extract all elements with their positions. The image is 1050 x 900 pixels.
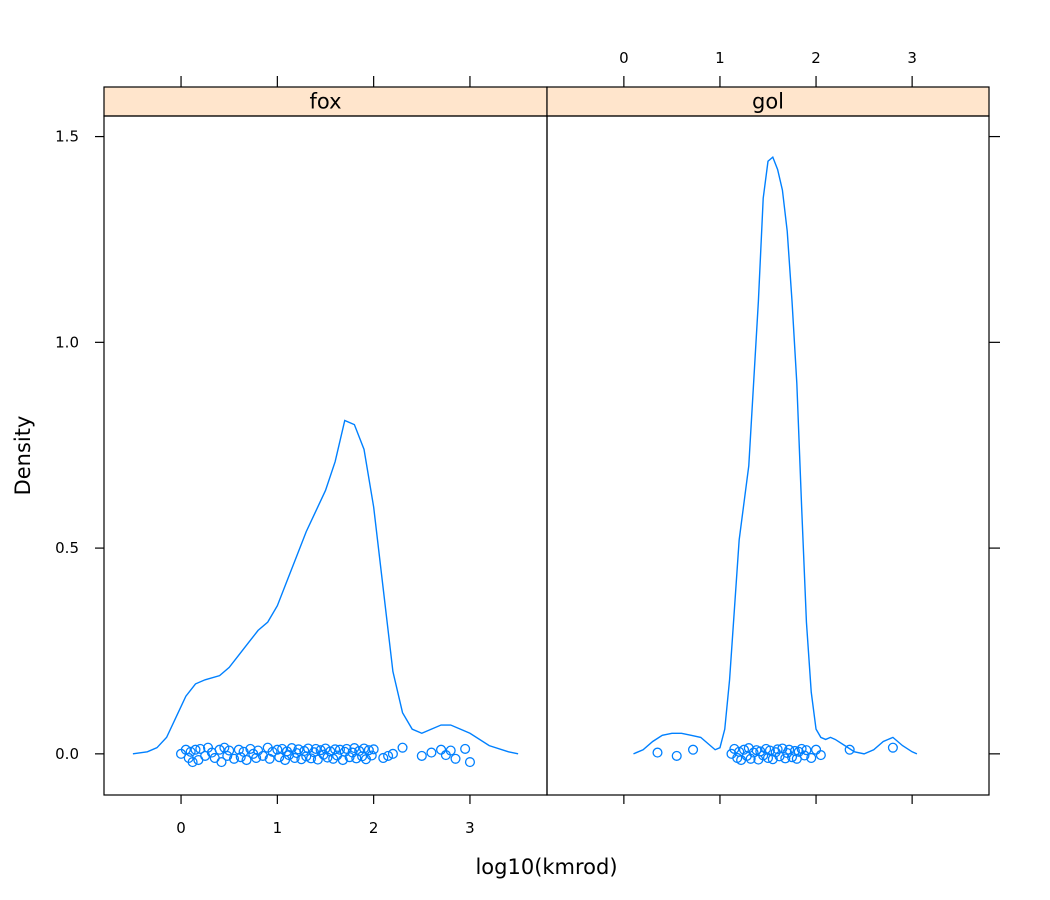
x-axis-title: log10(kmrod) xyxy=(475,855,617,879)
data-point-fox xyxy=(312,754,323,765)
data-point-gol xyxy=(758,750,769,761)
x-tick-label-top: 1 xyxy=(715,49,725,67)
data-point-fox xyxy=(245,743,256,754)
data-point-fox xyxy=(264,753,275,764)
data-point-fox xyxy=(293,744,304,755)
data-point-fox xyxy=(450,753,461,764)
data-point-gol xyxy=(671,750,682,761)
density-line-fox xyxy=(132,419,519,755)
data-point-fox xyxy=(277,743,288,754)
data-point-gol xyxy=(764,745,775,756)
data-point-fox xyxy=(363,745,374,756)
strip-gol xyxy=(546,86,990,117)
x-tick-label-bottom: 3 xyxy=(465,819,475,837)
data-point-fox xyxy=(330,744,341,755)
data-point-fox xyxy=(387,748,398,759)
data-point-fox xyxy=(426,747,437,758)
data-point-fox xyxy=(214,744,225,755)
data-point-fox xyxy=(366,750,377,761)
data-point-fox xyxy=(464,757,476,768)
strip-label-gol: gol xyxy=(752,90,784,114)
panel-fox xyxy=(103,115,548,796)
data-point-gol xyxy=(801,745,812,756)
data-point-fox xyxy=(272,744,283,755)
density-line-gol xyxy=(633,155,918,755)
x-tick-label-top: 3 xyxy=(907,49,917,67)
data-point-gol xyxy=(815,750,826,761)
data-point-gol xyxy=(687,744,699,755)
data-point-fox xyxy=(289,752,300,764)
data-point-fox xyxy=(283,750,294,761)
data-point-fox xyxy=(310,743,321,754)
x-tick-label-bottom: 1 xyxy=(273,819,283,837)
data-point-fox xyxy=(228,753,240,764)
data-point-fox xyxy=(267,746,278,757)
data-point-fox xyxy=(445,745,456,756)
data-point-fox xyxy=(190,744,201,755)
data-point-fox xyxy=(358,743,370,754)
data-point-fox xyxy=(334,744,346,755)
strip-fox xyxy=(103,86,548,117)
data-point-fox xyxy=(354,745,365,757)
data-point-fox xyxy=(251,752,262,764)
data-point-gol xyxy=(887,742,898,753)
data-point-fox xyxy=(397,742,408,753)
data-point-fox xyxy=(378,752,389,764)
data-point-gol xyxy=(796,743,807,754)
data-point-fox xyxy=(460,743,471,754)
data-point-gol xyxy=(748,747,759,758)
data-point-gol xyxy=(738,744,750,755)
data-point-fox xyxy=(195,743,206,754)
data-point-fox xyxy=(185,746,196,757)
data-point-fox xyxy=(305,753,317,764)
data-point-fox xyxy=(233,744,244,755)
data-point-gol xyxy=(652,747,663,758)
x-tick-label-top: 2 xyxy=(811,49,821,67)
data-point-fox xyxy=(436,744,447,755)
data-point-gol xyxy=(799,750,810,761)
data-point-gol xyxy=(762,752,774,764)
panel-gol xyxy=(546,115,990,796)
data-point-fox xyxy=(322,752,333,763)
data-point-gol xyxy=(780,753,791,764)
data-point-gol xyxy=(767,754,778,765)
data-point-gol xyxy=(745,753,756,764)
data-point-fox xyxy=(241,754,252,766)
data-point-fox xyxy=(216,757,227,768)
data-point-gol xyxy=(786,752,798,763)
strip-label-fox: fox xyxy=(309,90,341,114)
y-tick-label: 0.5 xyxy=(55,539,79,557)
data-point-gol xyxy=(806,752,817,764)
x-tick-label-top: 0 xyxy=(619,49,629,67)
y-axis-title: Density xyxy=(11,416,35,496)
y-tick-label: 1.0 xyxy=(55,333,79,351)
data-point-fox xyxy=(368,744,379,755)
data-point-gol xyxy=(844,744,855,755)
data-point-gol xyxy=(810,744,822,755)
data-point-fox xyxy=(383,750,394,761)
y-tick-label: 1.5 xyxy=(55,128,79,146)
data-point-fox xyxy=(222,750,233,761)
data-point-gol xyxy=(772,744,783,755)
y-tick-label: 0.0 xyxy=(55,745,79,763)
data-point-fox xyxy=(187,757,198,768)
data-point-fox xyxy=(416,750,427,761)
data-point-fox xyxy=(235,752,246,763)
data-point-fox xyxy=(349,743,360,754)
data-point-fox xyxy=(224,745,235,756)
x-tick-label-bottom: 0 xyxy=(176,819,186,837)
data-point-fox xyxy=(257,750,268,761)
x-tick-label-bottom: 2 xyxy=(369,819,379,837)
